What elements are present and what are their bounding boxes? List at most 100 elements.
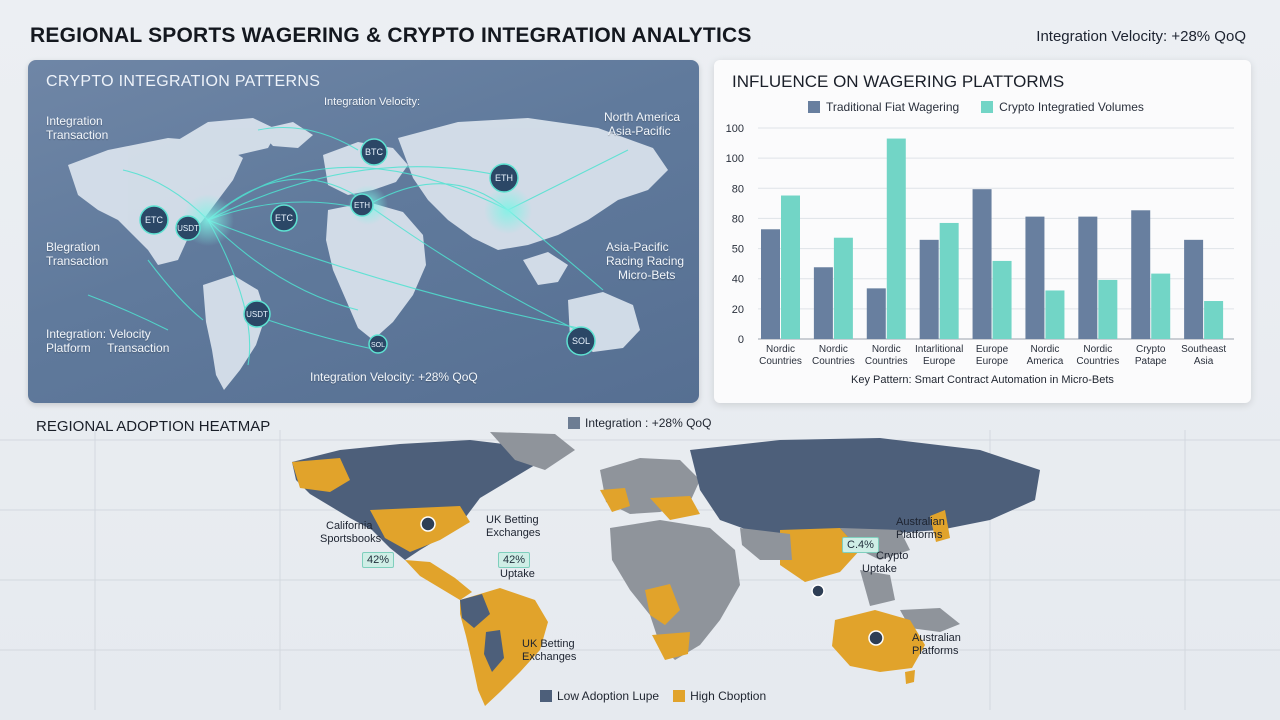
token-sol-africa: SOL — [371, 342, 385, 349]
x-tick-label: Patape — [1135, 356, 1167, 367]
y-tick-label: 40 — [732, 274, 744, 286]
label-uk-betting-top: UK Betting — [486, 514, 539, 526]
legend-swatch-fiat — [808, 101, 820, 113]
y-tick-label: 20 — [732, 304, 744, 316]
region-africa — [610, 520, 740, 660]
y-tick-label: 100 — [726, 153, 744, 165]
x-tick-label: Crypto — [1136, 344, 1166, 355]
region-india-high — [780, 528, 860, 582]
label-platforms-top: Platforms — [896, 529, 943, 541]
bar-fiat-8 — [1184, 239, 1204, 339]
region-usa-high — [370, 506, 470, 552]
region-nz-high — [905, 670, 915, 684]
label-platform-transaction: Platform Transaction — [46, 341, 170, 355]
regional-adoption-heatmap: REGIONAL ADOPTION HEATMAP Integration : … — [0, 410, 1280, 720]
velocity-readout: Integration Velocity: +28% QoQ — [1036, 28, 1246, 45]
bar-fiat-1 — [813, 267, 833, 339]
badge-asia: C.4% — [842, 537, 879, 553]
x-tick-label: Europe — [976, 344, 1009, 355]
bar-crypto-2 — [886, 138, 906, 339]
legend-low: Low Adoption Lupe — [540, 689, 659, 703]
x-tick-label: Europe — [923, 356, 956, 367]
bar-fiat-0 — [761, 229, 780, 339]
region-colombia-low — [460, 594, 490, 628]
legend-label-fiat: Traditional Fiat Wagering — [826, 100, 960, 114]
label-blegration: Blegration — [46, 240, 101, 254]
label-integration: Integration — [46, 114, 103, 128]
key-pattern-note: Key Pattern: Smart Contract Automation i… — [851, 374, 1114, 386]
region-central-america-high — [405, 560, 472, 600]
x-tick-label: Nordic — [819, 344, 848, 355]
label-exchanges-bottom: Exchanges — [522, 651, 577, 663]
x-tick-label: Nordic — [1083, 344, 1112, 355]
wagering-chart-panel: INFLUENCE ON WAGERING PLATTORMS Traditio… — [714, 60, 1251, 403]
bar-fiat-6 — [1078, 216, 1098, 339]
panel-title: CRYPTO INTEGRATION PATTERNS — [46, 73, 321, 90]
legend-label-high: High Cboption — [690, 689, 767, 703]
bar-crypto-8 — [1204, 301, 1224, 339]
token-sol: SOL — [572, 336, 590, 346]
bar-crypto-4 — [992, 260, 1012, 339]
badge-california: 42% — [362, 552, 395, 568]
x-tick-label: Southeast — [1181, 344, 1226, 355]
legend-label-low: Low Adoption Lupe — [557, 689, 660, 703]
bar-crypto-0 — [781, 195, 800, 339]
label-australian-top: Australian — [896, 516, 945, 528]
heatmap-legend: Low Adoption Lupe High Cboption — [540, 689, 766, 703]
label-transaction: Transaction — [46, 128, 109, 142]
x-tick-label: America — [1027, 356, 1064, 367]
x-tick-label: Nordic — [872, 344, 901, 355]
bar-crypto-3 — [939, 222, 959, 339]
region-med-high — [650, 496, 700, 520]
label-north-america: North America — [604, 110, 681, 124]
label-blegration-transaction: Transaction — [46, 254, 109, 268]
y-tick-label: 50 — [732, 244, 744, 256]
bar-fiat-7 — [1131, 210, 1151, 339]
x-tick-label: Countries — [759, 356, 802, 367]
heatmap-top-legend-label: Integration : +28% QoQ — [585, 416, 712, 430]
region-indonesia — [900, 608, 960, 632]
token-usdt-sa: USDT — [246, 310, 268, 319]
label-racing: Racing Racing — [606, 254, 685, 268]
legend-high: High Cboption — [673, 689, 766, 703]
token-usdt-left: USDT — [177, 224, 199, 233]
y-tick-label: 100 — [726, 123, 744, 135]
bar-crypto-1 — [833, 237, 853, 339]
page-title: REGIONAL SPORTS WAGERING & CRYPTO INTEGR… — [30, 24, 752, 47]
region-uk-high — [600, 488, 630, 512]
label-crypto: Crypto — [876, 550, 909, 562]
x-tick-label: Europe — [976, 356, 1009, 367]
heatmap-world-map — [0, 430, 1280, 710]
label-uk-betting-bottom: UK Betting — [522, 638, 575, 650]
legend-swatch-low — [540, 690, 552, 702]
region-peru-low — [484, 630, 504, 672]
region-greenland — [490, 432, 575, 470]
label-integration-velocity: Integration: Velocity — [46, 327, 151, 341]
x-tick-label: Intarlitional — [915, 344, 963, 355]
token-etc-mid: ETC — [275, 213, 294, 223]
chart-title: INFLUENCE ON WAGERING PLATTORMS — [732, 72, 1065, 91]
token-nodes — [139, 138, 596, 356]
region-russia-asia-low — [690, 438, 1040, 540]
token-btc-top: BTC — [365, 147, 384, 157]
token-eth-euro: ETH — [354, 201, 370, 210]
label-asia-pacific-top: Asia-Pacific — [608, 124, 671, 138]
label-california: California — [326, 520, 373, 532]
label-platforms-bottom: Platforms — [912, 645, 959, 657]
bar-fiat-3 — [919, 239, 939, 339]
x-tick-label: Asia — [1194, 356, 1214, 367]
legend-swatch-crypto — [981, 101, 994, 113]
label-top-velocity: Integration Velocity: — [324, 96, 421, 108]
legend-label-crypto: Crypto Integratied Volumes — [999, 100, 1144, 114]
region-sea — [860, 570, 895, 606]
badge-uk: 42% — [498, 552, 531, 568]
y-tick-label: 80 — [732, 183, 744, 195]
region-north-america-low — [292, 440, 540, 560]
x-tick-label: Nordic — [766, 344, 795, 355]
region-alaska-high — [292, 458, 350, 492]
y-tick-label: 0 — [738, 334, 744, 346]
region-south-africa-high — [652, 632, 690, 660]
bar-fiat-4 — [972, 189, 992, 339]
label-sportsbooks: Sportsbooks — [320, 533, 382, 545]
token-etc-left: ETC — [145, 215, 164, 225]
